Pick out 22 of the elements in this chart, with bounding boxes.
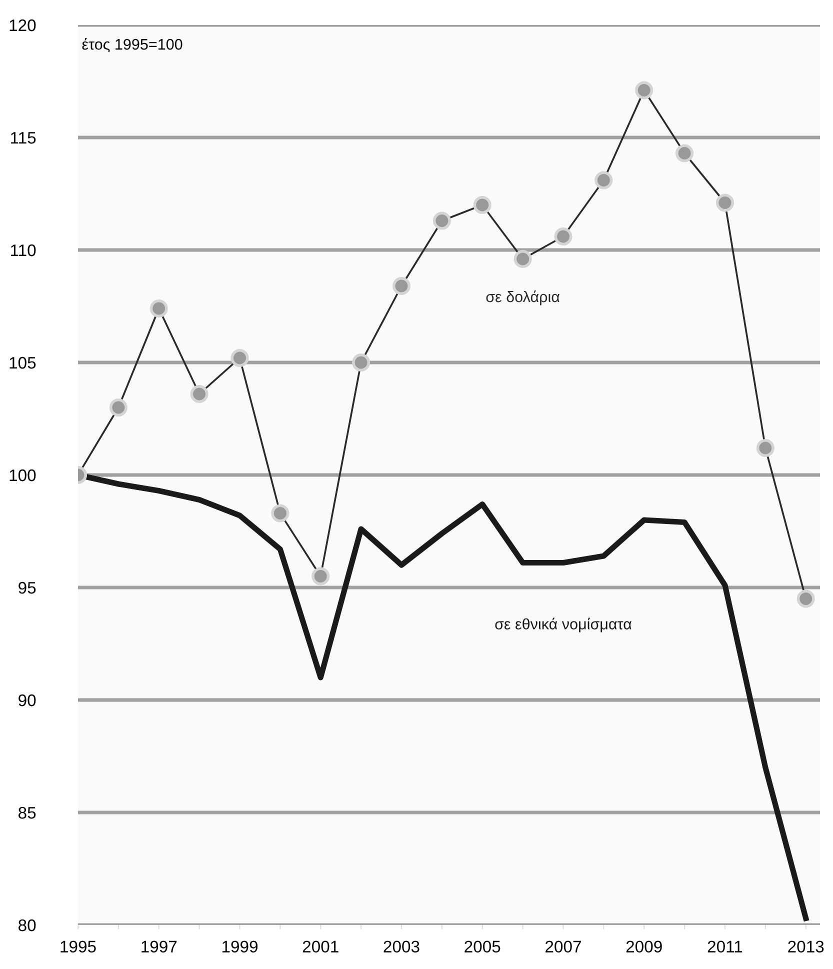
y-tick-label: 95 [18,582,36,594]
y-tick-label: 120 [10,19,36,32]
x-tick-label: 2001 [302,940,338,953]
x-tick-label: 2003 [384,940,420,953]
y-tick-label: 100 [10,469,36,482]
x-tick-label: 1999 [222,940,258,953]
y-tick-label: 105 [10,356,36,369]
text: σε εθνικά νομίσματα [495,618,632,632]
x-tick-label: 2013 [788,940,824,953]
y-tick-label: 115 [11,132,36,144]
x-tick-label: 2011 [708,940,742,953]
text: σε δολάρια [486,290,560,306]
x-tick-label: 1995 [60,940,96,953]
x-tick-label: 2009 [626,940,662,953]
y-tick-label: 85 [18,806,36,819]
y-tick-label: 110 [11,244,36,256]
y-tick-label: 90 [18,694,36,706]
x-tick-label: 2007 [546,940,581,953]
annotation: έτος 1995=100 [82,38,182,52]
x-tick-label: 1997 [142,940,177,953]
x-tick-label: 2005 [464,940,500,953]
y-tick-label: 80 [18,919,36,932]
